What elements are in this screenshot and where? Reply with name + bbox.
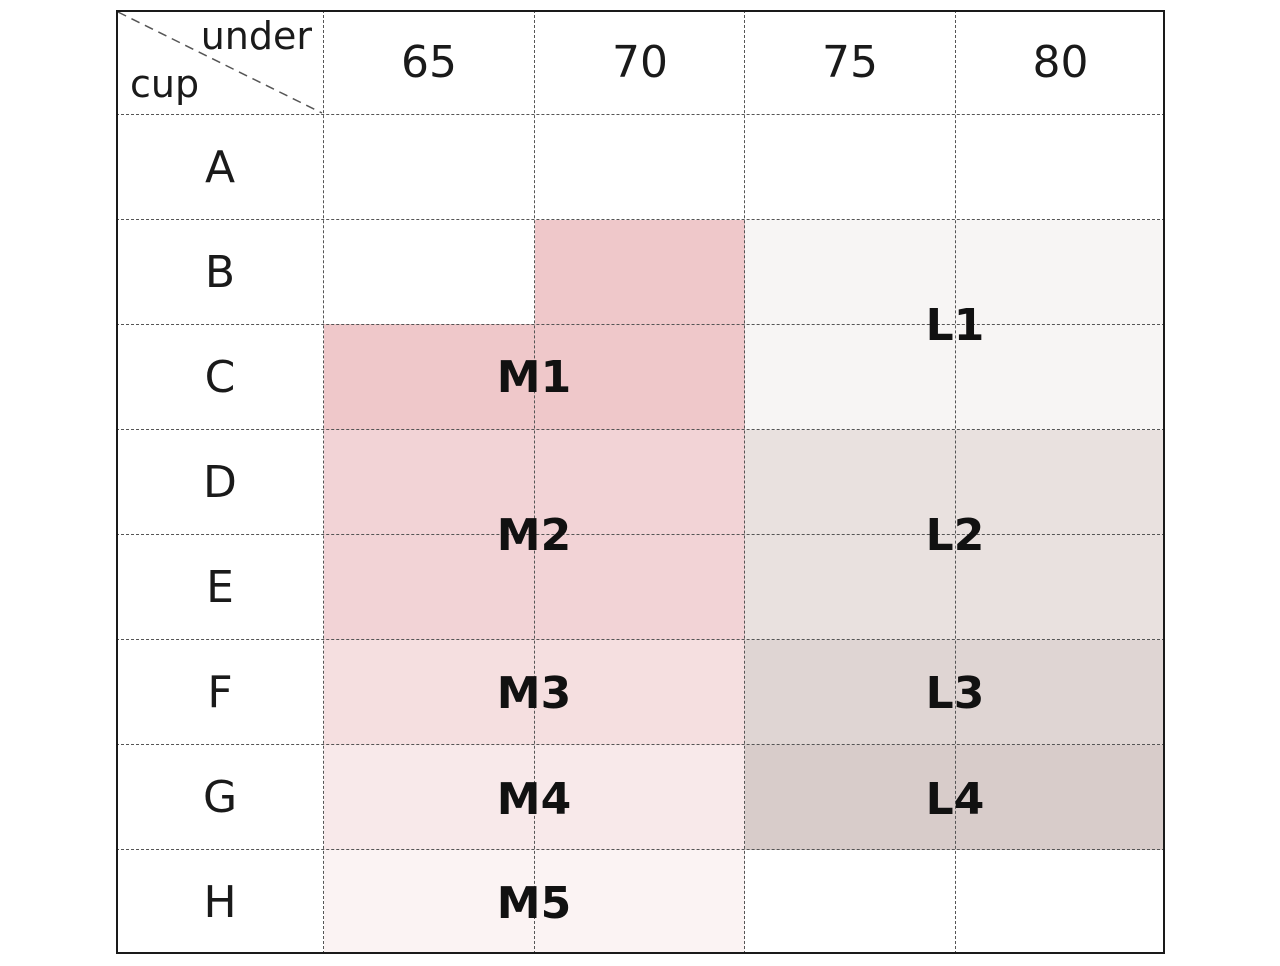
cup-size-h: H bbox=[203, 876, 237, 928]
grid-line-horizontal bbox=[116, 744, 1165, 745]
grid-line-horizontal bbox=[116, 849, 1165, 850]
under-size-65: 65 bbox=[401, 37, 457, 88]
under-band-header: under bbox=[200, 14, 312, 58]
size-label-l4: L4 bbox=[925, 774, 985, 825]
grid-line-vertical bbox=[744, 10, 745, 954]
size-label-m2: M2 bbox=[496, 510, 572, 561]
cup-size-g: G bbox=[202, 772, 238, 823]
cup-size-b: B bbox=[204, 247, 236, 298]
under-size-80: 80 bbox=[1032, 37, 1089, 88]
cup-size-e: E bbox=[206, 562, 234, 613]
grid-line-horizontal bbox=[116, 219, 1165, 220]
size-label-m4: M4 bbox=[496, 774, 572, 825]
cup-header: cup bbox=[130, 62, 200, 106]
size-label-l1: L1 bbox=[925, 300, 985, 351]
grid-line-vertical bbox=[534, 10, 535, 954]
corner-header-cell: under cup bbox=[116, 10, 324, 115]
region-m1-upper bbox=[535, 220, 745, 325]
size-label-m1: M1 bbox=[496, 352, 572, 403]
grid-line-vertical bbox=[323, 10, 324, 954]
size-label-m5: M5 bbox=[496, 878, 572, 929]
grid-line-vertical bbox=[955, 10, 956, 954]
grid-line-horizontal bbox=[116, 429, 1165, 430]
cup-size-f: F bbox=[207, 667, 233, 718]
size-label-m3: M3 bbox=[496, 668, 572, 719]
cup-size-d: D bbox=[203, 457, 237, 508]
corner-diagonal-line bbox=[117, 11, 323, 114]
size-label-l3: L3 bbox=[925, 668, 985, 719]
grid-line-horizontal bbox=[116, 639, 1165, 640]
cup-size-c: C bbox=[204, 352, 236, 403]
grid-line-horizontal bbox=[116, 114, 1165, 115]
size-chart-table: under cup 65 70 75 80 A B C D E F G H M1… bbox=[116, 10, 1165, 954]
cup-size-a: A bbox=[204, 142, 236, 193]
grid-line-horizontal bbox=[116, 534, 1165, 535]
under-size-70: 70 bbox=[612, 37, 668, 88]
grid-line-horizontal bbox=[116, 324, 1165, 325]
size-label-l2: L2 bbox=[925, 510, 985, 561]
under-size-75: 75 bbox=[822, 37, 878, 88]
